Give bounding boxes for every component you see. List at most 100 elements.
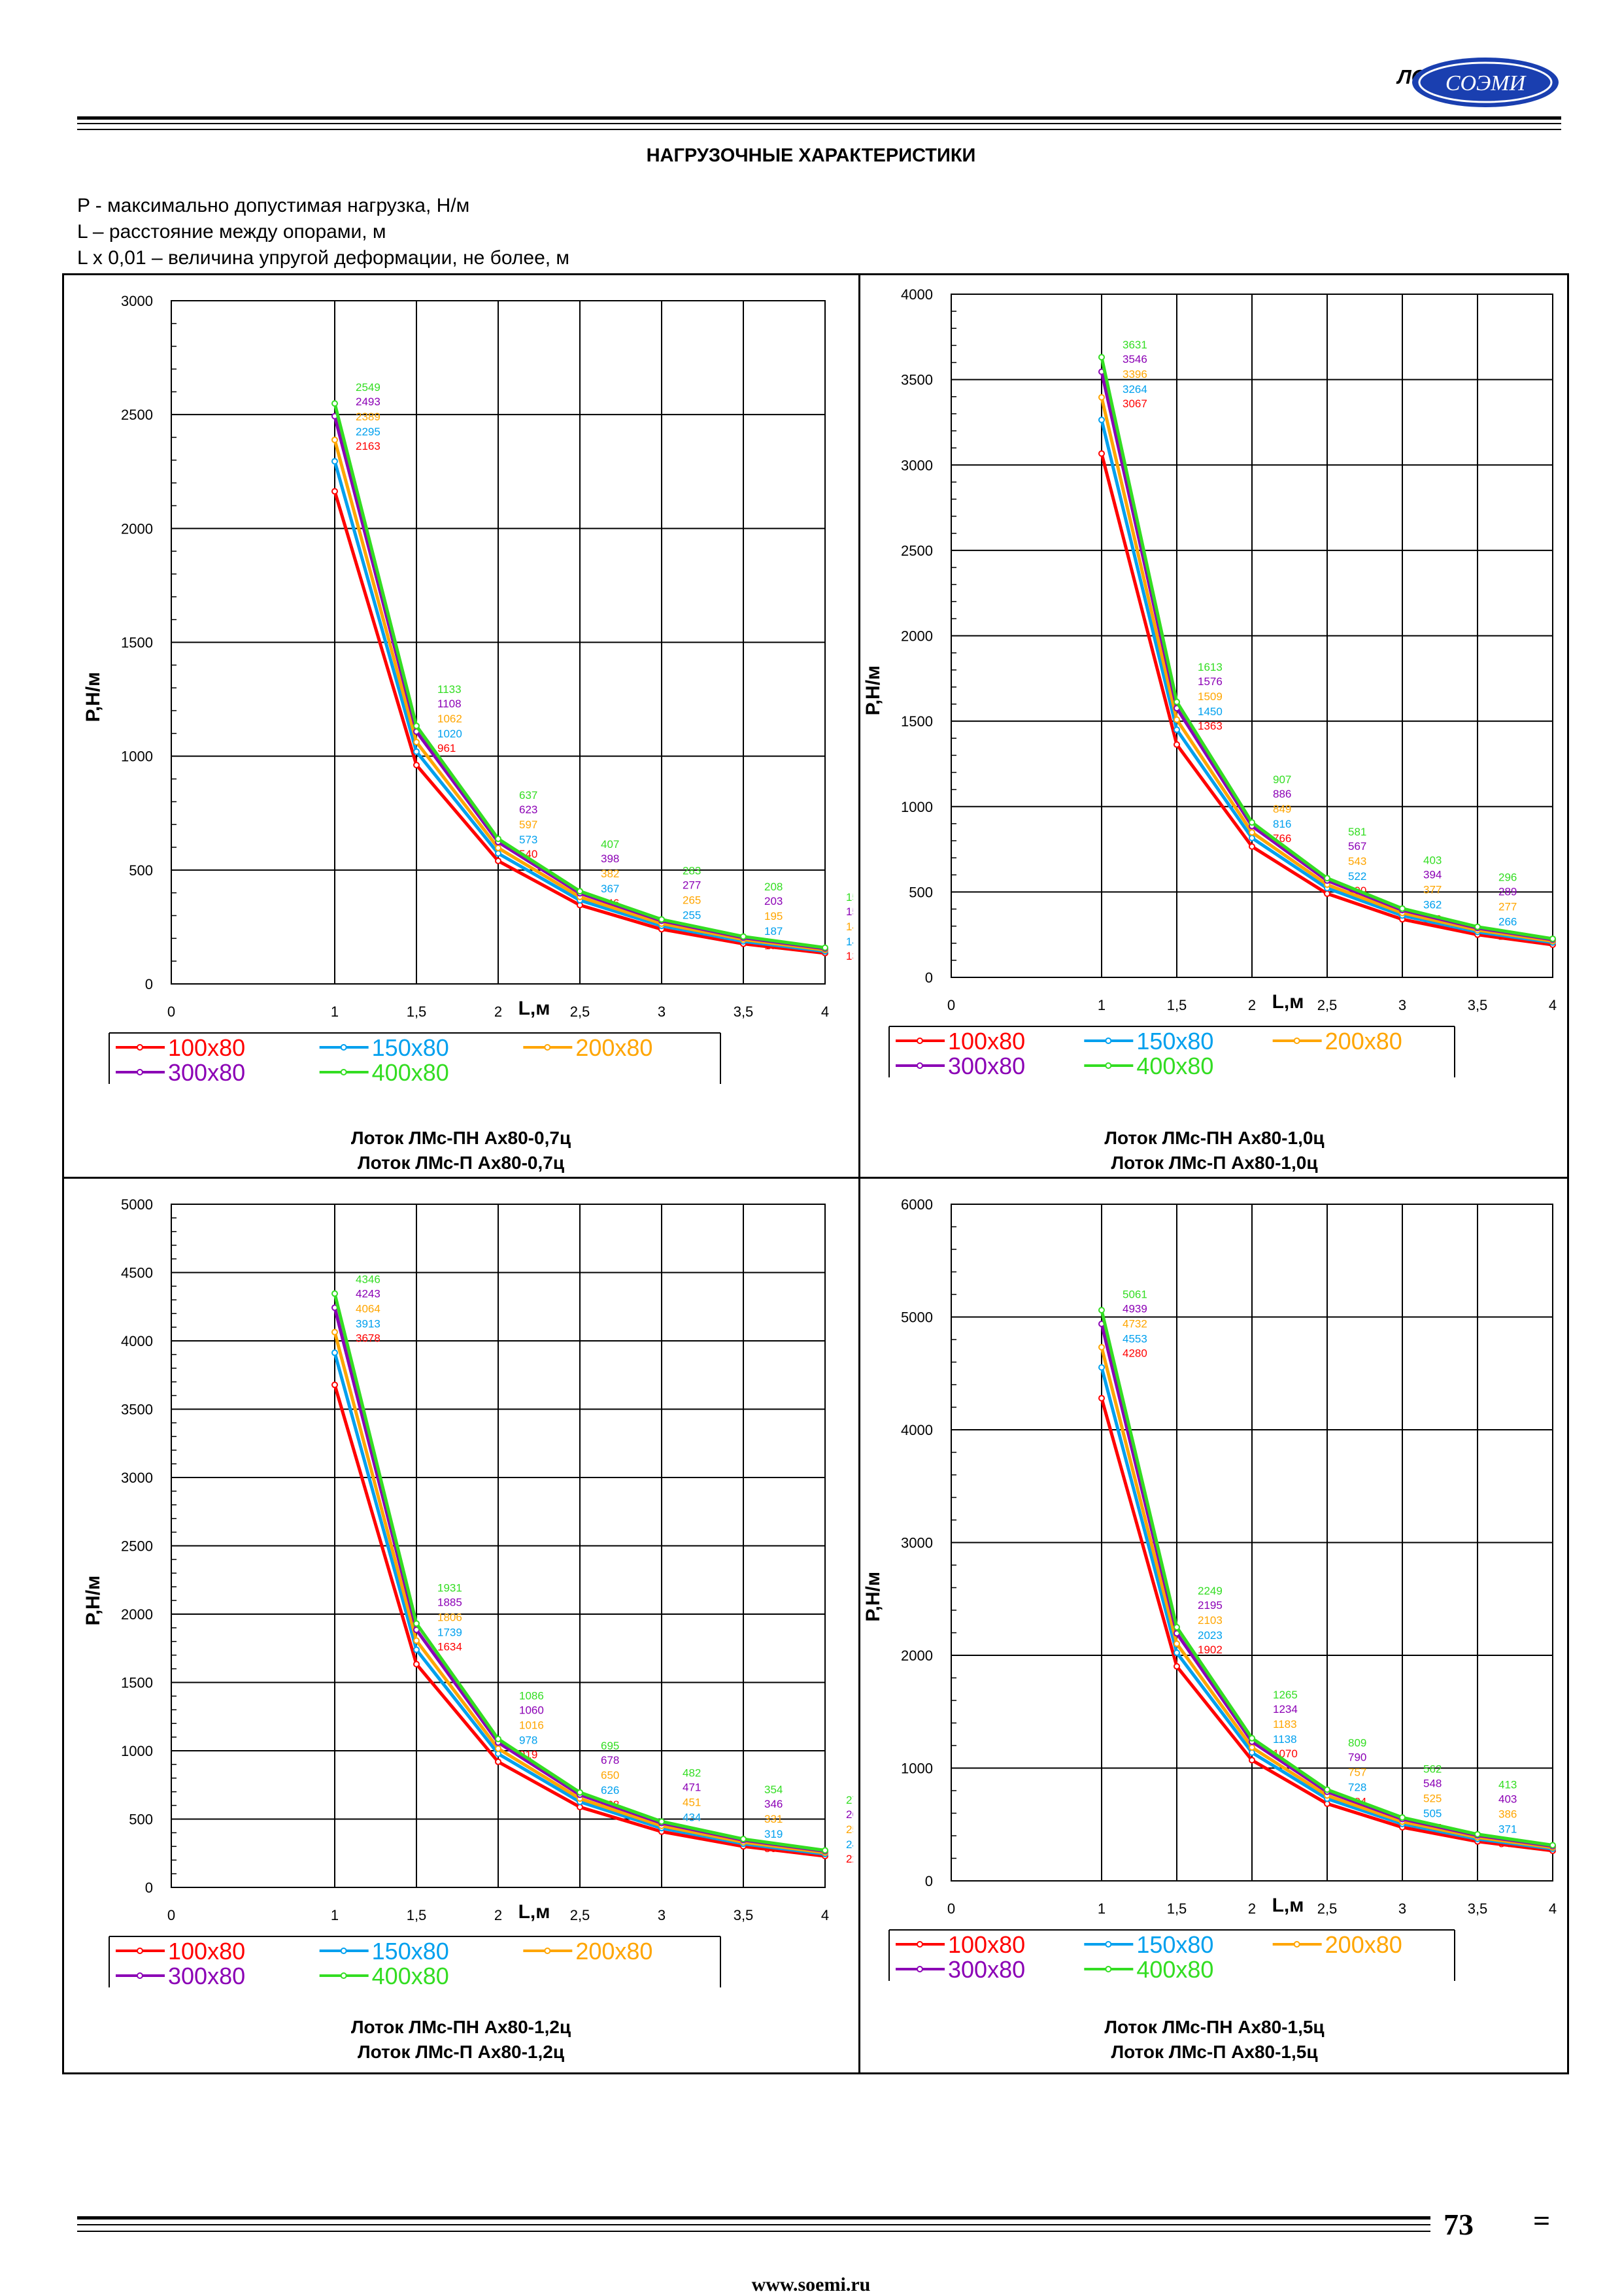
x-tick-label: 4 [1549,1900,1557,1917]
data-point [495,1750,501,1757]
data-label: 254 [846,1823,853,1836]
data-label: 277 [683,879,701,892]
data-label: 271 [846,1794,853,1806]
data-label: 1363 [1198,720,1223,732]
data-label: 1016 [519,1719,544,1732]
data-point [1098,354,1105,361]
data-label: 471 [683,1781,701,1794]
chart-panel-15: 0 1000 2000 3000 4000 5000 6000 0 1 1,5 2 2,5 3 3,5 4 L… [863,1181,1563,2031]
y-tick-label: 2500 [901,543,933,559]
data-label: 4064 [356,1303,380,1315]
data-label: 695 [601,1740,619,1752]
data-label: 367 [601,883,619,895]
data-point [1324,1786,1330,1793]
x-tick-label: 1 [1098,1900,1106,1917]
x-tick-label: 0 [167,1907,175,1923]
legend-item: 400x80 [1084,1053,1213,1079]
x-tick-label: 3,5 [1468,1900,1488,1917]
data-label: 1806 [437,1612,462,1624]
x-tick-label: 1 [331,1004,339,1020]
data-label: 1634 [437,1641,462,1653]
data-point [413,722,420,730]
data-label: 4939 [1123,1303,1147,1315]
legend-label: 400x80 [372,1059,449,1086]
data-label: 522 [1348,870,1366,883]
data-label: 809 [1348,1736,1366,1749]
series-150x80: 2295 1020 573 367 255 187 143 [331,426,853,955]
data-point [495,1736,501,1743]
legend: 100x80 150x80 200x80 300x80 400x80 [109,1032,721,1086]
data-label: 277 [1498,901,1517,913]
legend-item: 300x80 [896,1956,1025,1983]
data-label: 354 [764,1783,783,1796]
chart-panel-12: 0 500 1000 1500 2000 2500 3000 3500 4000 4500 5000… [65,1181,853,2031]
legend-marker [917,1941,923,1948]
data-label: 1576 [1198,675,1223,688]
x-tick-label: 2,5 [1317,997,1338,1013]
legend-label: 300x80 [168,1059,245,1086]
y-tick-label: 6000 [901,1196,933,1213]
series-150x80: 3913 1739 978 626 434 319 244 [331,1318,853,1858]
x-tick-label: 3,5 [734,1004,754,1020]
data-point [577,1804,583,1811]
data-label: 398 [601,853,619,865]
y-tick-label: 500 [909,884,933,900]
data-point [1174,1624,1180,1631]
data-point [495,857,501,864]
data-point [1249,1757,1255,1764]
data-label: 1902 [1198,1644,1223,1656]
data-label: 135 [846,950,853,962]
x-tick-label: 1,5 [407,1004,427,1020]
chart-svg: 0 500 1000 1500 2000 2500 3000 3500 4000 4500 5000… [82,1196,853,1989]
data-label: 4346 [356,1274,380,1286]
data-label: 2249 [1198,1585,1223,1597]
data-label: 3546 [1123,353,1147,365]
data-label: 482 [683,1767,701,1780]
data-point [495,1745,501,1752]
data-label: 4553 [1123,1333,1147,1345]
data-label: 403 [1423,854,1442,867]
data-point [1098,1364,1105,1371]
legend-item: 200x80 [523,1034,652,1061]
x-tick-label: 4 [1549,997,1557,1013]
series-200x80: 33961509849543377277212 [1098,368,1556,945]
data-label: 581 [1348,826,1366,838]
data-label: 650 [601,1769,619,1781]
charts-horizontal-divider [62,1177,1569,1179]
data-label: 1265 [1273,1689,1298,1701]
data-label: 244 [846,1838,853,1851]
legend-item: 200x80 [1272,1931,1402,1958]
chart-panel-10: 0 500 1000 1500 2000 2500 3000 3500 4000 0 1 1,5 2 2,… [863,278,1563,1128]
data-point [331,458,338,465]
data-point [1174,698,1180,705]
data-label: 2295 [356,426,380,438]
data-point [1249,1744,1255,1751]
plot-area [951,294,1553,978]
chart-panel-07: 0 500 1000 1500 2000 2500 3000 0 1 1,5 2 2,5 3 3,5 4 L,… [65,278,853,1128]
footer-rule-thick [77,2216,1430,2220]
legend-label: 150x80 [372,1938,449,1965]
data-point [1098,1343,1105,1351]
data-point [495,850,501,857]
y-tick-label: 2000 [121,520,153,537]
y-tick-label: 1000 [901,1761,933,1777]
legend-label: 300x80 [948,1053,1025,1079]
y-axis-label: P,Н/м [863,666,884,716]
data-label: 1062 [437,713,462,725]
data-label: 266 [1498,916,1517,928]
legend-marker [137,1948,143,1954]
charts-frame [62,273,1569,2074]
legend-label: 150x80 [1136,1931,1213,1958]
legend-label: 200x80 [1325,1028,1402,1055]
data-label: 4732 [1123,1318,1147,1330]
x-tick-label: 0 [947,997,955,1013]
data-point [331,1328,338,1336]
legend-marker [340,1972,347,1979]
data-label: 434 [683,1812,701,1824]
data-label: 790 [1348,1751,1366,1763]
data-label: 3264 [1123,383,1147,396]
data-point [1549,935,1556,942]
definition-deformation: L x 0,01 – величина упругой деформации, … [77,247,570,269]
plot-area [951,1204,1553,1882]
legend-item: 400x80 [1084,1956,1213,1983]
